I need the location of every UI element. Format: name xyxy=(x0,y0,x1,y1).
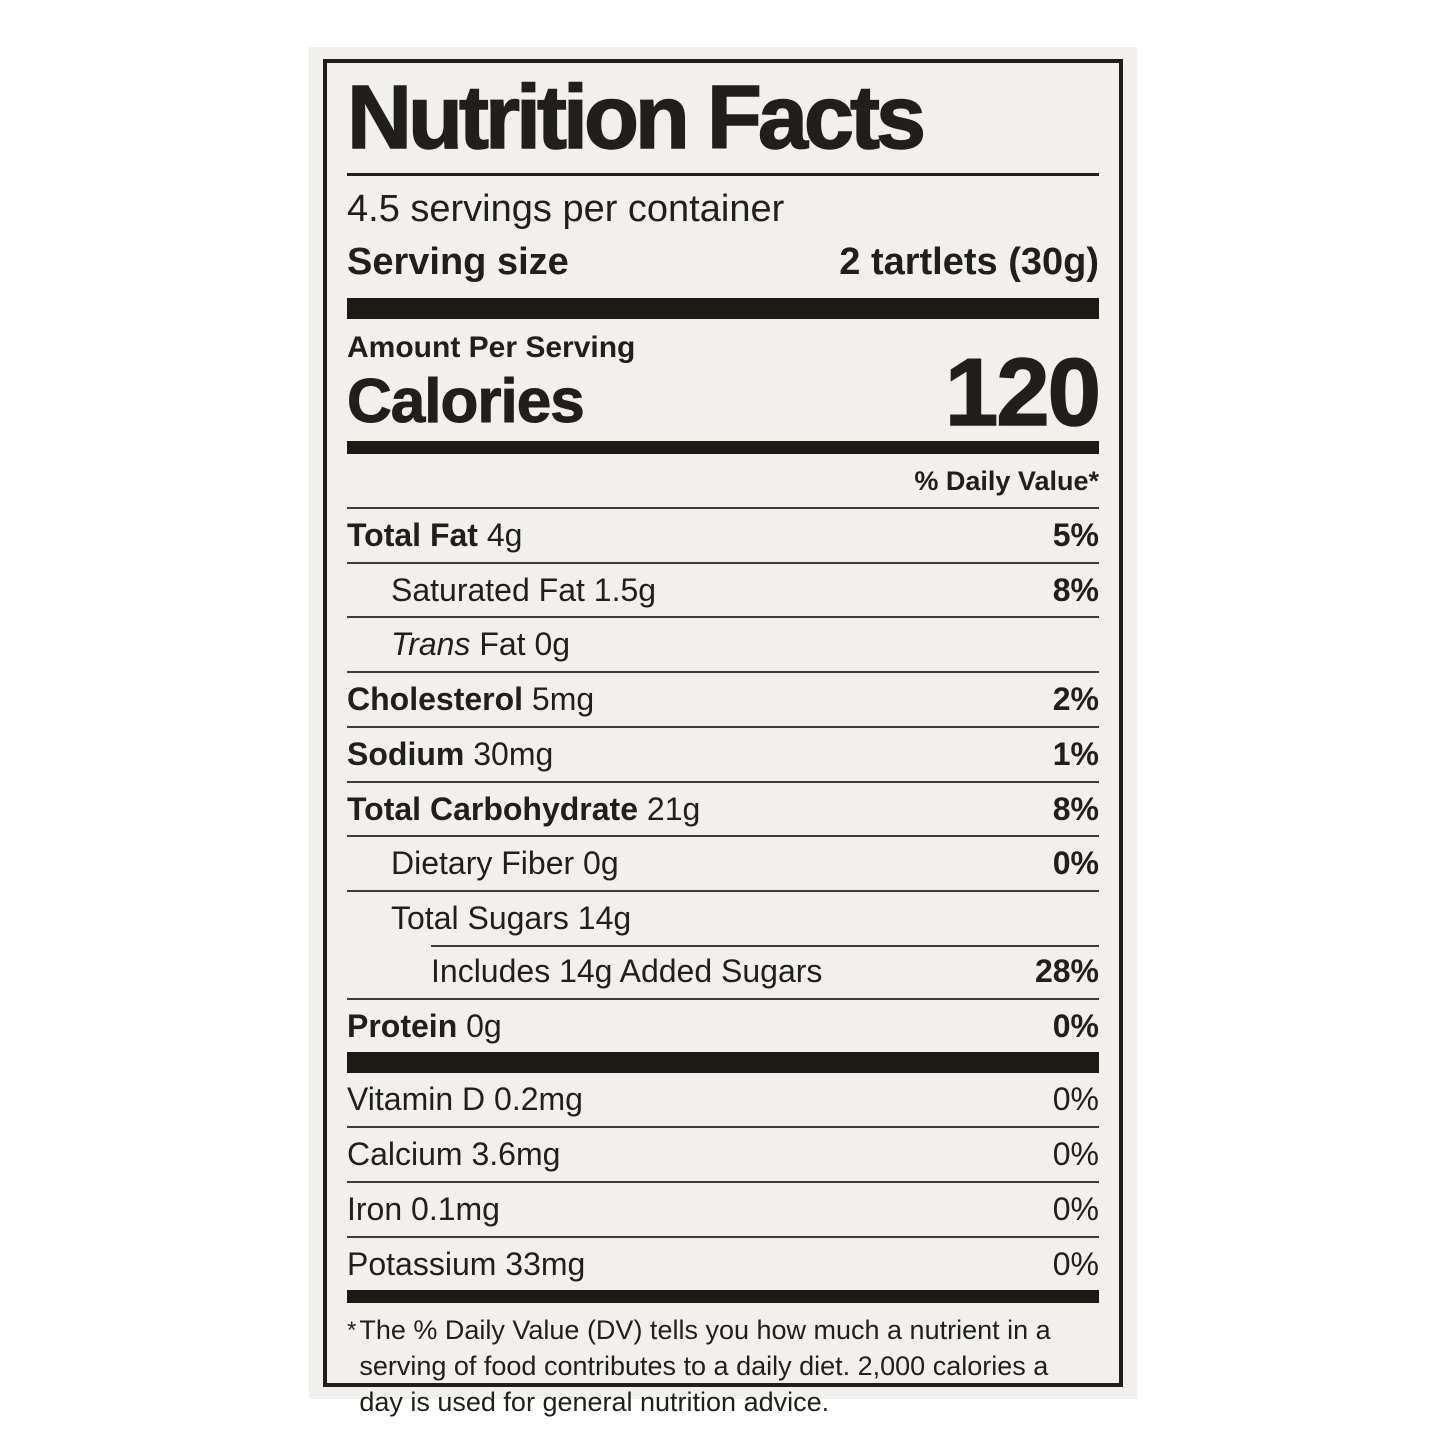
nutrient-row-added-sugars: Includes 14g Added Sugars 28% xyxy=(347,944,1099,998)
nutrient-name: Total Fat xyxy=(347,516,478,553)
nutrient-row-dietary-fiber: Dietary Fiber 0g 0% xyxy=(347,835,1099,890)
vitamin-name: Vitamin D xyxy=(347,1081,486,1118)
divider-thick-top xyxy=(347,297,1099,319)
nutrient-name: Total Carbohydrate xyxy=(347,790,638,827)
vitamin-name: Iron xyxy=(347,1190,403,1227)
amount-per-serving-label: Amount Per Serving xyxy=(347,330,636,364)
divider-medium-calories xyxy=(347,440,1099,454)
nutrient-amount: 21g xyxy=(646,790,701,827)
nutrient-name: Saturated Fat xyxy=(391,571,585,608)
nutrient-dv: 0% xyxy=(1052,845,1099,882)
divider-medium-footnote xyxy=(347,1290,1099,1304)
nutrient-name: Cholesterol xyxy=(347,681,524,718)
vitamin-name: Calcium xyxy=(347,1136,463,1173)
vitamin-rows: Vitamin D 0.2mg 0% Calcium 3.6mg 0% Iron… xyxy=(347,1073,1099,1290)
nutrient-row-sodium: Sodium 30mg 1% xyxy=(347,725,1099,781)
nutrient-rows: Total Fat 4g 5% Saturated Fat 1.5g 8% Tr… xyxy=(347,506,1099,1053)
nutrient-dv: 2% xyxy=(1052,681,1099,718)
nutrient-name: Sodium xyxy=(347,735,465,772)
serving-size-label: Serving size xyxy=(347,240,569,283)
calories-left: Amount Per Serving Calories xyxy=(346,330,636,436)
vitamin-row-potassium: Potassium 33mg 0% xyxy=(347,1235,1099,1291)
nutrient-row-cholesterol: Cholesterol 5mg 2% xyxy=(347,671,1099,726)
nutrient-row-total-fat: Total Fat 4g 5% xyxy=(347,506,1099,562)
nutrient-name-italic: Trans xyxy=(391,626,471,663)
vitamin-amount: 3.6mg xyxy=(471,1136,561,1173)
vitamin-amount: 0.2mg xyxy=(494,1081,583,1118)
label-title: Nutrition Facts xyxy=(346,71,1099,176)
calories-label: Calories xyxy=(346,366,585,436)
nutrient-dv: 8% xyxy=(1052,571,1099,608)
vitamin-amount: 33mg xyxy=(505,1245,586,1282)
vitamin-dv: 0% xyxy=(1052,1136,1099,1173)
nutrient-dv: 28% xyxy=(1034,952,1099,989)
nutrient-amount: 0g xyxy=(534,626,571,663)
vitamin-name: Potassium xyxy=(347,1245,497,1282)
footnote-text: The % Daily Value (DV) tells you how muc… xyxy=(359,1315,1051,1417)
nutrient-amount: 1.5g xyxy=(593,571,657,608)
nutrient-row-saturated-fat: Saturated Fat 1.5g 8% xyxy=(347,561,1099,617)
daily-value-header: % Daily Value* xyxy=(914,465,1099,496)
nutrient-dv: 5% xyxy=(1052,516,1099,553)
calories-value: 120 xyxy=(944,339,1102,447)
serving-size-row: Serving size 2 tartlets (30g) xyxy=(347,233,1099,298)
nutrient-dv: 8% xyxy=(1052,790,1099,827)
footnote-asterisk: * xyxy=(347,1317,357,1345)
nutrition-label-border: Nutrition Facts 4.5 servings per contain… xyxy=(323,59,1123,1417)
nutrient-amount: 14g xyxy=(577,900,632,937)
nutrient-row-trans-fat: Trans Fat 0g xyxy=(347,616,1099,671)
nutrient-row-total-sugars: Total Sugars 14g xyxy=(347,890,1099,945)
vitamin-row-vitamin-d: Vitamin D 0.2mg 0% xyxy=(347,1073,1099,1126)
serving-size-value: 2 tartlets (30g) xyxy=(839,240,1099,283)
vitamin-amount: 0.1mg xyxy=(411,1190,500,1227)
nutrient-name: Protein xyxy=(347,1007,458,1044)
nutrition-label: Nutrition Facts 4.5 servings per contain… xyxy=(309,47,1137,1417)
nutrient-amount: 5mg xyxy=(531,681,595,718)
nutrient-dv: 1% xyxy=(1052,735,1099,772)
vitamin-dv: 0% xyxy=(1052,1245,1099,1282)
nutrient-name: Total Sugars xyxy=(391,900,569,937)
servings-per-container: 4.5 servings per container xyxy=(347,187,785,230)
vitamin-dv: 0% xyxy=(1052,1190,1099,1227)
vitamin-row-calcium: Calcium 3.6mg 0% xyxy=(347,1126,1099,1181)
vitamin-row-iron: Iron 0.1mg 0% xyxy=(347,1180,1099,1236)
nutrient-amount: 0g xyxy=(583,845,619,882)
footnote: * The % Daily Value (DV) tells you how m… xyxy=(347,1303,1099,1420)
nutrient-row-protein: Protein 0g 0% xyxy=(347,997,1099,1053)
calories-block: Amount Per Serving Calories 120 xyxy=(346,319,1102,447)
nutrient-row-total-carbohydrate: Total Carbohydrate 21g 8% xyxy=(347,780,1099,836)
nutrient-amount: 30mg xyxy=(473,735,554,772)
nutrient-amount: 0g xyxy=(466,1007,502,1044)
nutrient-name: Fat xyxy=(479,626,526,663)
nutrient-name: Dietary Fiber xyxy=(391,845,575,882)
nutrient-amount: 4g xyxy=(486,516,523,553)
nutrient-dv: 0% xyxy=(1052,1007,1099,1044)
vitamin-dv: 0% xyxy=(1052,1081,1099,1118)
nutrient-name: Includes 14g Added Sugars xyxy=(431,952,823,989)
divider-thick-bottom xyxy=(347,1052,1099,1074)
